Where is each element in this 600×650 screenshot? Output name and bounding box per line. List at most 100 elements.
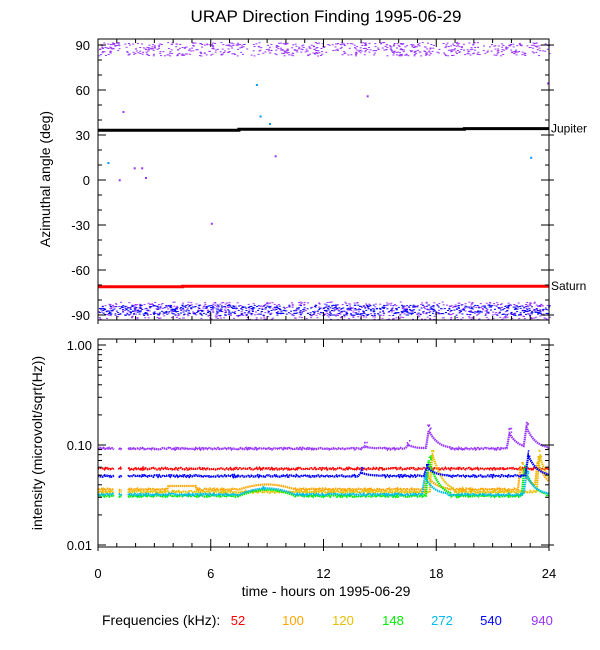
data-point	[153, 45, 156, 47]
data-point	[287, 52, 290, 54]
data-point	[429, 308, 432, 310]
data-point	[212, 45, 214, 47]
data-point	[521, 51, 524, 53]
data-point	[527, 313, 530, 315]
data-point	[457, 44, 460, 46]
data-point	[419, 313, 422, 315]
data-point	[447, 46, 450, 48]
data-point	[427, 424, 429, 426]
data-point	[317, 55, 320, 57]
data-point	[224, 307, 227, 309]
data-point	[500, 55, 503, 57]
data-point	[348, 303, 351, 305]
data-point	[148, 306, 151, 308]
data-point	[127, 307, 130, 309]
data-point	[526, 304, 529, 306]
data-point	[326, 314, 329, 316]
data-point	[510, 427, 513, 430]
data-point	[297, 308, 300, 310]
data-point	[192, 311, 194, 313]
data-point	[104, 308, 107, 310]
data-point	[102, 308, 105, 310]
data-point	[526, 309, 529, 311]
data-point	[335, 43, 338, 45]
data-point	[478, 54, 481, 56]
data-point	[181, 53, 184, 55]
data-point	[342, 307, 345, 309]
data-point	[124, 305, 127, 307]
data-point	[200, 55, 203, 57]
data-point	[390, 302, 393, 304]
series-line	[127, 461, 550, 493]
data-point	[497, 45, 500, 47]
data-point	[467, 51, 470, 53]
reference-line-label: Jupiter	[551, 122, 587, 136]
data-point	[245, 310, 248, 311]
data-point	[188, 49, 191, 51]
data-point	[129, 311, 132, 313]
data-point	[426, 53, 428, 55]
data-point	[184, 306, 187, 308]
data-point	[194, 42, 197, 44]
data-point	[147, 317, 150, 319]
data-point	[468, 42, 471, 44]
data-point	[438, 303, 441, 305]
data-point	[111, 310, 114, 312]
data-point	[398, 55, 401, 57]
data-point	[331, 307, 334, 309]
data-point	[145, 307, 148, 309]
data-point	[536, 49, 539, 51]
data-point	[425, 463, 428, 466]
data-point	[366, 445, 368, 448]
data-point	[332, 310, 335, 312]
data-point	[253, 304, 256, 306]
data-point	[485, 316, 488, 318]
data-point	[223, 52, 225, 53]
data-point	[162, 51, 165, 53]
data-point	[259, 115, 262, 118]
data-point	[537, 312, 540, 313]
data-point	[211, 53, 214, 55]
series-line	[127, 465, 549, 472]
data-point	[440, 308, 442, 310]
data-point	[533, 301, 536, 303]
data-point	[285, 310, 288, 312]
data-point	[238, 305, 241, 307]
data-point	[445, 312, 447, 313]
data-point	[318, 307, 321, 309]
data-point	[276, 305, 278, 307]
data-point	[355, 52, 358, 54]
data-point	[476, 305, 479, 306]
data-point	[443, 308, 446, 310]
data-point	[240, 314, 243, 316]
data-point	[499, 316, 502, 318]
data-point	[170, 43, 173, 45]
data-point	[267, 311, 270, 312]
data-point	[512, 313, 515, 315]
data-point	[364, 49, 367, 51]
data-point	[119, 313, 122, 315]
data-point	[400, 55, 403, 57]
data-point	[544, 43, 547, 45]
data-point	[146, 314, 149, 316]
data-point	[115, 306, 118, 308]
data-point	[425, 302, 428, 304]
data-point	[367, 308, 370, 310]
data-point	[255, 317, 258, 319]
data-point	[243, 312, 246, 314]
series-line	[97, 487, 115, 493]
data-point	[202, 312, 205, 314]
data-point	[426, 48, 429, 50]
data-point	[518, 314, 520, 316]
data-point	[236, 315, 238, 317]
data-point	[414, 311, 416, 313]
data-point	[481, 305, 484, 307]
data-point	[511, 314, 514, 315]
data-point	[372, 304, 375, 306]
data-point	[189, 53, 192, 55]
data-point	[170, 49, 173, 51]
data-point	[366, 441, 368, 444]
data-point	[382, 310, 385, 312]
data-point	[373, 54, 376, 56]
data-point	[176, 305, 179, 307]
